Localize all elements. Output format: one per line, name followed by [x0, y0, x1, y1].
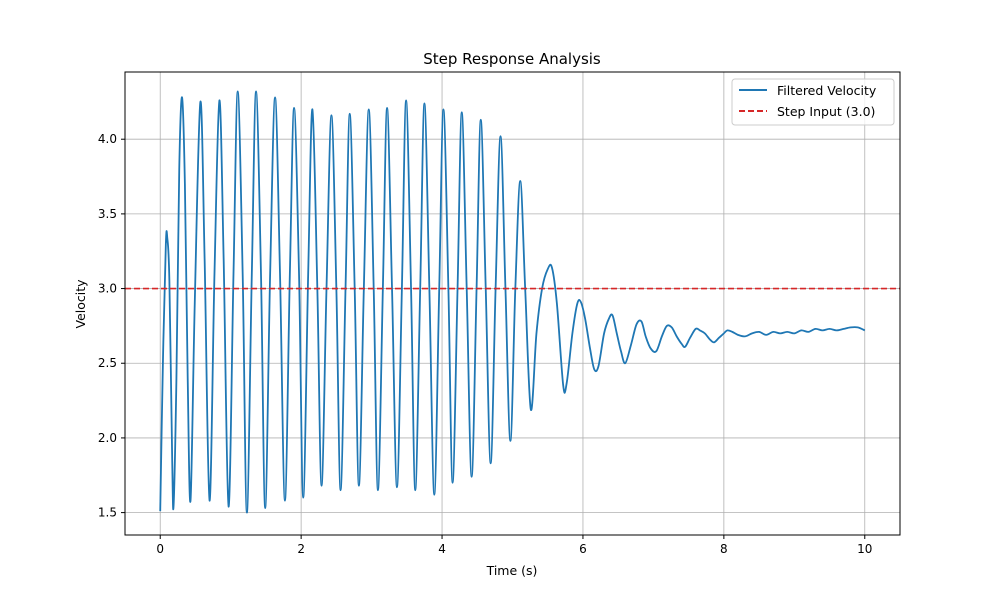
y-tick-label: 4.0 [98, 132, 117, 146]
x-tick-label: 8 [720, 542, 728, 556]
x-tick-label: 6 [579, 542, 587, 556]
y-tick-label: 2.5 [98, 356, 117, 370]
axes-frame [124, 71, 901, 536]
x-tick-label: 4 [438, 542, 446, 556]
legend: Filtered Velocity Step Input (3.0) [731, 78, 895, 126]
x-tick-label: 2 [297, 542, 305, 556]
plot-area-series [125, 90, 900, 514]
legend-box [731, 78, 895, 126]
y-tick-label: 3.5 [98, 207, 117, 221]
axis-ticks: 0 2 4 6 8 10 1.5 2.0 2.5 3.0 3.5 4.0 [98, 132, 873, 556]
y-axis-label: Velocity [73, 279, 88, 329]
y-tick-label: 3.0 [98, 282, 117, 296]
x-tick-label: 0 [156, 542, 164, 556]
x-axis-label: Time (s) [486, 563, 538, 578]
y-tick-label: 1.5 [98, 506, 117, 520]
legend-label-filtered-velocity: Filtered Velocity [777, 83, 877, 98]
filtered-velocity-line [159, 90, 866, 514]
legend-label-step-input: Step Input (3.0) [777, 104, 875, 119]
grid-lines [125, 72, 900, 535]
chart-title: Step Response Analysis [423, 50, 601, 68]
y-tick-label: 2.0 [98, 431, 117, 445]
x-tick-label: 10 [857, 542, 872, 556]
